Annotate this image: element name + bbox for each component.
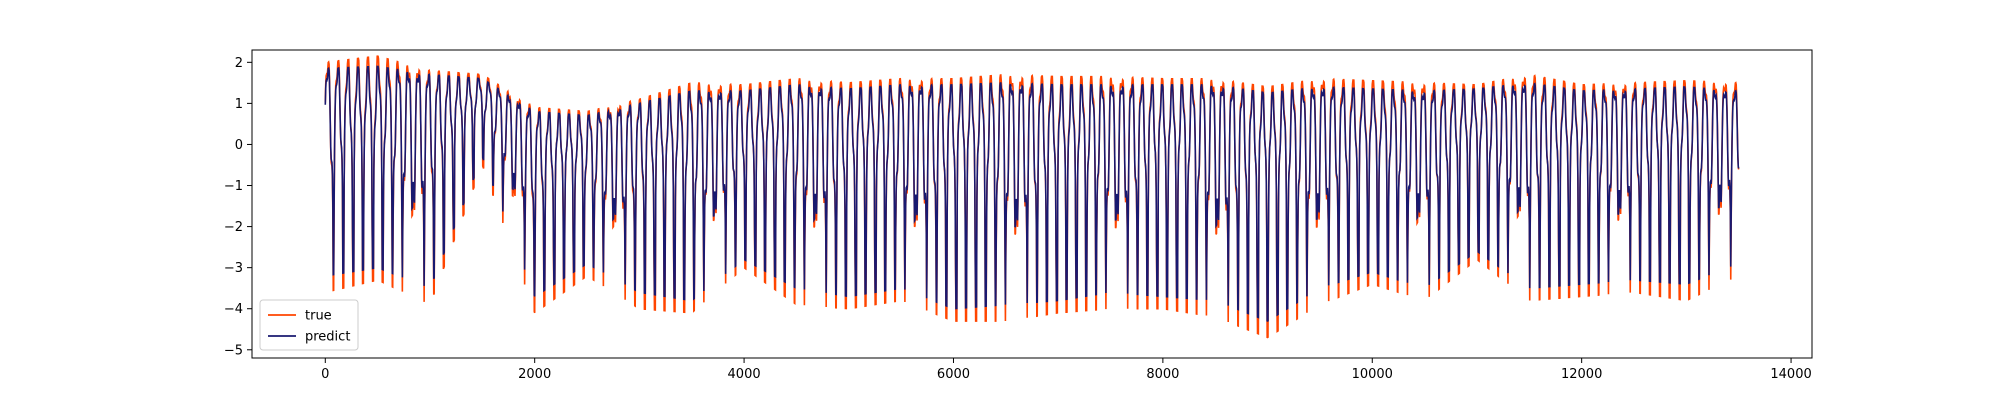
x-tick-label: 6000	[937, 367, 970, 382]
x-tick-label: 14000	[1770, 367, 1811, 382]
legend: true predict	[259, 299, 359, 351]
y-tick-label: −4	[224, 302, 243, 317]
y-tick-label: −1	[224, 179, 243, 194]
series-layer	[324, 55, 1740, 339]
x-tick-label: 10000	[1352, 367, 1393, 382]
y-tick-label: 2	[235, 56, 243, 71]
y-tick-label: 1	[235, 97, 243, 112]
legend-label-true: true	[305, 309, 332, 324]
legend-label-predict: predict	[305, 330, 350, 345]
x-tick-label: 4000	[728, 367, 761, 382]
y-tick-label: −2	[224, 220, 243, 235]
x-axis: 0 2000 4000 6000 8000 10000 12000 14000	[321, 358, 1812, 382]
series-line-predict	[324, 65, 1740, 322]
y-axis: 2 1 0 −1 −2 −3 −4 −5	[224, 56, 252, 358]
x-tick-label: 0	[321, 367, 329, 382]
x-tick-label: 2000	[518, 367, 551, 382]
y-tick-label: −3	[224, 261, 243, 276]
y-tick-label: −5	[224, 343, 243, 358]
x-tick-label: 8000	[1146, 367, 1179, 382]
y-tick-label: 0	[235, 138, 243, 153]
plot-frame	[251, 49, 1813, 359]
x-tick-label: 12000	[1561, 367, 1602, 382]
legend-box	[259, 299, 359, 351]
